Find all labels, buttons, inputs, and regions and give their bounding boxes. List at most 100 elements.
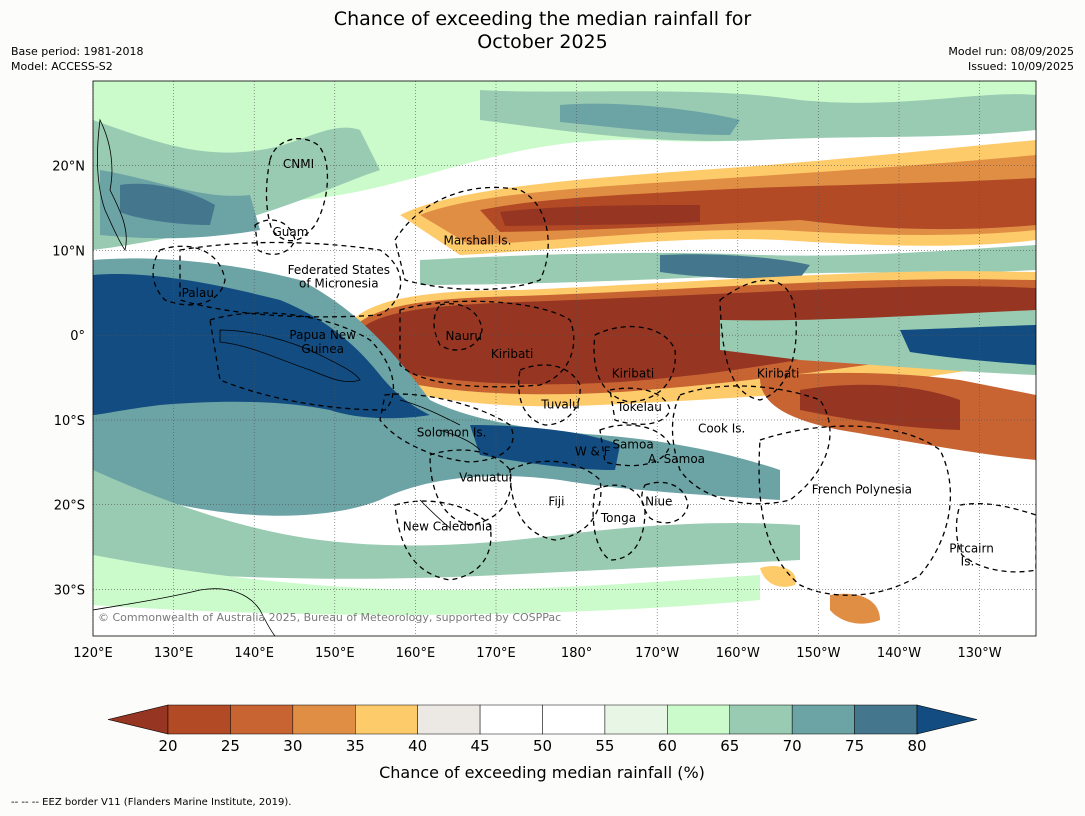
colorbar-segment [479, 704, 543, 735]
region-label: CNMI [283, 157, 314, 171]
eez-cnmi [265, 138, 329, 242]
region-label: Niue [645, 494, 672, 508]
region-label: Kiribati [491, 347, 533, 361]
colorbar-segment [667, 704, 730, 735]
colorbar-tick-label: 75 [845, 737, 864, 755]
region-label: Federated States [288, 263, 390, 277]
colorbar-tick-label: 80 [907, 737, 926, 755]
colorbar-tick-label: 35 [346, 737, 365, 755]
colorbar-segment [854, 704, 918, 735]
base-period: Base period: 1981-2018 [11, 45, 144, 58]
lon-tick-label: 170°E [476, 646, 516, 661]
colorbar-tick-label: 20 [158, 737, 177, 755]
south-dry-patch-2 [760, 565, 796, 587]
colorbar-segment [355, 704, 418, 735]
north-pacific-blue [560, 103, 740, 135]
lon-tick-label: 150°E [315, 646, 355, 661]
eez-kiribati-phoenix [593, 325, 676, 403]
region-label: Vanuatu [459, 471, 509, 485]
lon-tick-label: 130°W [957, 646, 1001, 661]
axis-ticks: 20°N 10°N 0° 10°S 20°S 30°S 120°E 130°E 140°E 150… [52, 160, 1002, 661]
colorbar-tick-label: 50 [533, 737, 552, 755]
colorbar-tick-label: 70 [783, 737, 802, 755]
eez-palau [152, 245, 226, 306]
eez-kiribati-line [719, 279, 797, 401]
lat-tick-label: 20°N [52, 160, 85, 175]
eez-pitcairn [955, 503, 1036, 573]
colorbar-extend-low [107, 704, 169, 735]
colorbar-segment [542, 704, 606, 735]
copyright-notice: © Commonwealth of Australia 2025, Bureau… [98, 611, 561, 624]
region-label: Papua New [289, 328, 356, 342]
eez-new-caledonia [394, 500, 492, 581]
colorbar-title: Chance of exceeding median rainfall (%) [379, 763, 705, 782]
upper-dry-band-deep [500, 205, 700, 226]
region-label: Palau [182, 286, 214, 300]
colorbar-segment [417, 704, 481, 735]
region-label: French Polynesia [812, 482, 912, 496]
region-label: of Micronesia [299, 277, 379, 291]
north-pacific-green [480, 90, 1036, 141]
lon-tick-label: 140°E [234, 646, 274, 661]
colorbar-segment [292, 704, 356, 735]
north-wet-patch [120, 183, 215, 225]
region-label: Nauru [446, 329, 482, 343]
region-label: Tuvalu [540, 398, 580, 412]
colorbar-tick-label: 60 [658, 737, 677, 755]
eez-french-polynesia [758, 425, 952, 596]
west-wet-core [93, 274, 430, 419]
colorbar-tick-label: 25 [221, 737, 240, 755]
eez-tuvalu [518, 364, 581, 426]
south-green-area [93, 470, 800, 579]
colorbar: 20 25 30 35 40 45 50 55 60 65 70 75 80 [107, 704, 978, 755]
lat-tick-label: 10°S [54, 414, 85, 429]
lon-tick-label: 150°W [796, 646, 840, 661]
eez-fiji [509, 460, 602, 541]
region-label: Tokelau [616, 400, 662, 414]
lat-tick-label: 10°N [52, 244, 85, 259]
region-label: Kiribati [612, 366, 654, 380]
colorbar-segment [604, 704, 668, 735]
meta-left: Base period: 1981-2018 Model: ACCESS-S2 [11, 44, 143, 74]
region-label: Guinea [301, 342, 344, 356]
lon-tick-label: 160°W [716, 646, 760, 661]
eez-marshall [394, 186, 549, 291]
region-label: Is. [961, 554, 975, 568]
region-label: W & F [575, 444, 611, 458]
south-light-green [93, 555, 760, 615]
region-label: Tonga [600, 511, 636, 525]
eez-kiribati-west [399, 300, 575, 388]
land-new-caledonia [419, 499, 451, 529]
eez-cook [671, 385, 831, 505]
colorbar-extend-high [916, 704, 978, 735]
eez-nauru [433, 303, 483, 351]
region-label: Marshall Is. [443, 233, 511, 247]
region-label: Guam [272, 225, 308, 239]
lon-tick-label: 120°E [73, 646, 113, 661]
solomon-wet-core [470, 425, 620, 470]
lon-tick-label: 140°W [877, 646, 921, 661]
region-label: Kiribati [757, 366, 799, 380]
lon-tick-label: 130°E [154, 646, 194, 661]
mid-blue-patch [660, 254, 810, 279]
region-label: Solomon Is. [417, 426, 487, 440]
colorbar-tick-label: 45 [471, 737, 490, 755]
colorbar-tick-label: 30 [283, 737, 302, 755]
map-title: Chance of exceeding the median rainfall … [0, 8, 1085, 54]
title-line-1: Chance of exceeding the median rainfall … [333, 8, 752, 30]
eez-solomon [379, 393, 514, 463]
title-line-2: October 2025 [477, 31, 608, 53]
region-label: Fiji [548, 494, 564, 508]
south-dry-patch [830, 593, 880, 624]
colorbar-segment [167, 704, 231, 735]
meta-right: Model run: 08/09/2025 Issued: 10/09/2025 [948, 44, 1074, 74]
lon-tick-label: 170°W [635, 646, 679, 661]
colorbar-segment [729, 704, 793, 735]
east-wet-band [720, 310, 1036, 375]
colorbar-tick-label: 65 [720, 737, 739, 755]
lon-tick-label: 180° [561, 646, 592, 661]
lat-tick-label: 0° [70, 329, 85, 344]
lat-tick-label: 20°S [54, 499, 85, 514]
region-label: Samoa [612, 438, 653, 452]
